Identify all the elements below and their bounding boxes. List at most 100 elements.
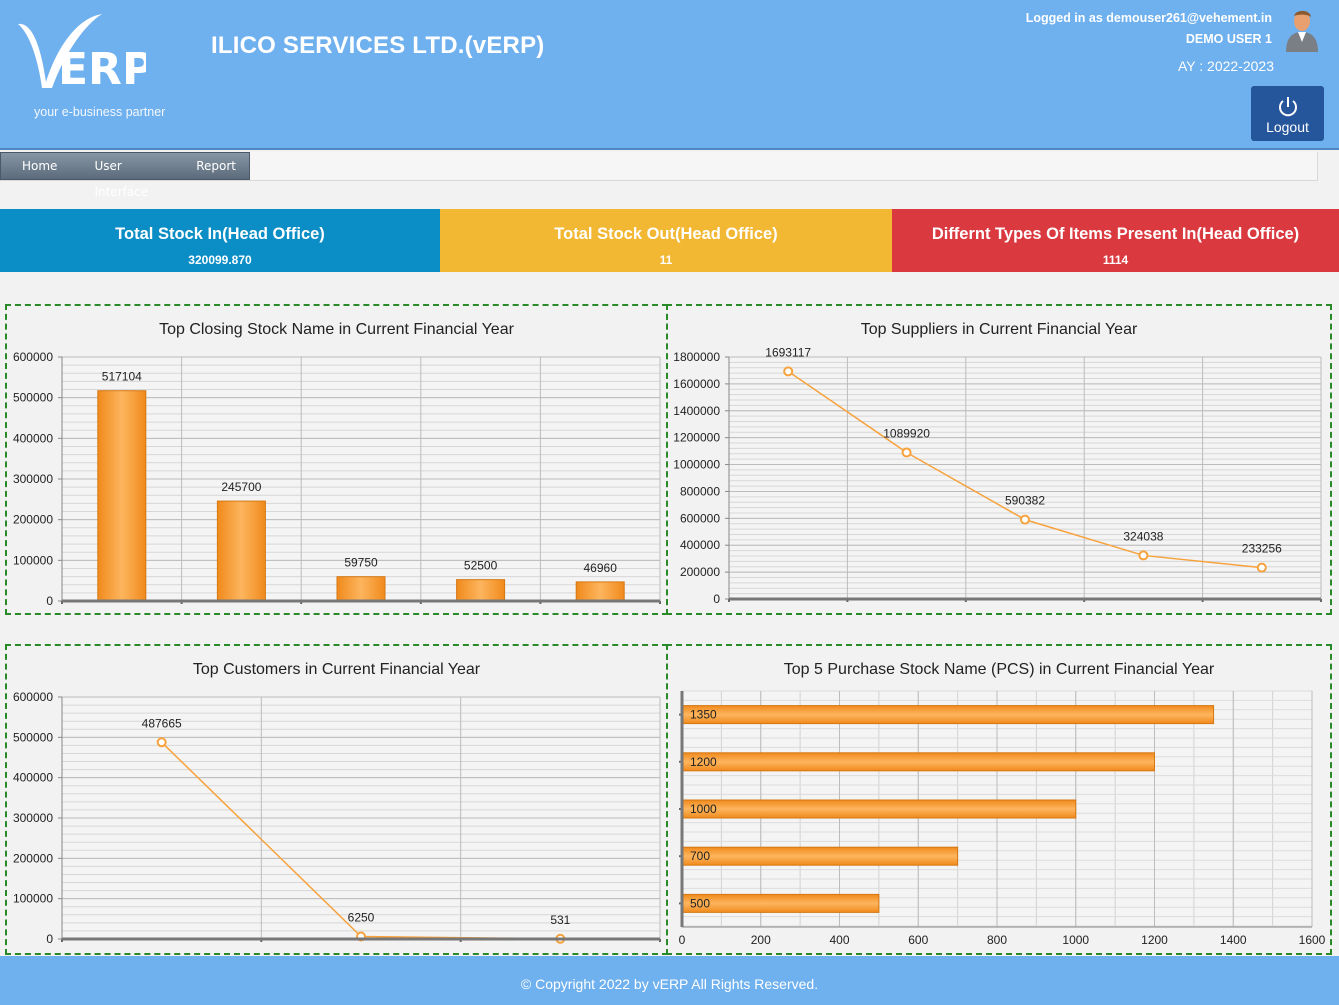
data-label: 6250 <box>348 910 375 924</box>
academic-year: AY : 2022-2023 <box>1177 58 1274 74</box>
data-label: 500 <box>690 896 710 910</box>
y-tick-label: 500000 <box>13 391 53 405</box>
data-label: 517104 <box>102 370 142 384</box>
bar <box>216 500 266 602</box>
power-icon <box>1278 97 1297 117</box>
chart-title: Top Suppliers in Current Financial Year <box>860 321 1138 338</box>
verp-logo[interactable]: ERP your e-business partner <box>16 10 176 119</box>
stat-label: Total Stock Out(Head Office) <box>554 225 778 243</box>
data-label: 1350 <box>690 708 717 722</box>
data-point <box>1138 550 1149 561</box>
x-tick-label: 800 <box>987 933 1007 947</box>
logout-button[interactable]: Logout <box>1251 86 1324 141</box>
stat-value: 320099.870 <box>188 253 252 267</box>
y-tick-label: 100000 <box>13 892 53 906</box>
y-tick-label: 400000 <box>13 431 53 445</box>
y-tick-label: 800000 <box>680 484 720 498</box>
data-label: 245700 <box>221 480 261 494</box>
chart-title: Top Customers in Current Financial Year <box>192 661 481 678</box>
bar <box>97 390 147 602</box>
logout-label: Logout <box>1266 119 1309 135</box>
menu-home[interactable]: Home <box>22 159 58 173</box>
bar <box>681 799 1077 819</box>
footer: © Copyright 2022 by vERP All Rights Rese… <box>0 956 1339 1005</box>
data-label: 700 <box>690 849 710 863</box>
data-label: 487665 <box>142 716 182 730</box>
data-label: 52500 <box>464 559 498 573</box>
y-tick-label: 200000 <box>680 565 720 579</box>
svg-text:ERP: ERP <box>58 44 146 95</box>
data-label: 59750 <box>344 556 378 570</box>
logged-in-text: Logged in as demouser261@vehement.in <box>1025 11 1272 25</box>
user-info: Logged in as demouser261@vehement.in DEM… <box>1026 8 1272 50</box>
y-tick-label: 1200000 <box>673 431 720 445</box>
user-name: DEMO USER 1 <box>1185 32 1272 46</box>
y-tick-label: 1800000 <box>673 350 720 364</box>
bar <box>456 579 506 602</box>
user-avatar-icon <box>1284 8 1320 52</box>
customers-chart-panel: Top Customers in Current Financial Year … <box>5 644 668 955</box>
company-name: ILICO SERVICES LTD.(vERP) <box>211 32 545 59</box>
y-tick-label: 0 <box>46 594 53 608</box>
bar <box>575 581 625 602</box>
data-point <box>1256 562 1267 573</box>
bar <box>336 576 386 602</box>
bar <box>681 705 1215 725</box>
data-label: 531 <box>550 913 570 927</box>
data-label: 1000 <box>690 802 717 816</box>
data-label: 590382 <box>1005 494 1045 508</box>
data-label: 46960 <box>584 561 618 575</box>
menubar: Home User Interface Report <box>0 152 1318 199</box>
bar <box>681 752 1155 772</box>
y-tick-label: 400000 <box>680 538 720 552</box>
copyright-text: © Copyright 2022 by vERP All Rights Rese… <box>520 976 819 992</box>
data-label: 1200 <box>690 755 717 769</box>
data-label: 324038 <box>1123 529 1163 543</box>
y-tick-label: 100000 <box>13 553 53 567</box>
plot-area <box>729 357 1321 599</box>
stat-total-stock-out[interactable]: Total Stock Out(Head Office) 11 <box>440 209 892 272</box>
bar <box>681 846 959 866</box>
y-tick-label: 600000 <box>13 690 53 704</box>
menu-user-interface[interactable]: User Interface <box>94 159 149 199</box>
stat-total-stock-in[interactable]: Total Stock In(Head Office) 320099.870 <box>0 209 440 272</box>
y-tick-label: 1400000 <box>673 404 720 418</box>
y-tick-label: 400000 <box>13 771 53 785</box>
stat-value: 11 <box>659 253 673 267</box>
y-tick-label: 300000 <box>13 472 53 486</box>
x-tick-label: 400 <box>829 933 849 947</box>
y-tick-label: 300000 <box>13 811 53 825</box>
y-tick-label: 1000000 <box>673 458 720 472</box>
y-tick-label: 200000 <box>13 513 53 527</box>
data-point <box>783 366 794 377</box>
purchase-stock-chart-panel: Top 5 Purchase Stock Name (PCS) in Curre… <box>666 644 1332 955</box>
suppliers-chart-panel: Top Suppliers in Current Financial Year … <box>666 304 1332 615</box>
data-point <box>1020 514 1030 525</box>
bar <box>681 893 880 913</box>
x-tick-label: 1400 <box>1220 933 1247 947</box>
data-point <box>156 737 167 748</box>
x-tick-label: 600 <box>908 933 928 947</box>
stat-label: Total Stock In(Head Office) <box>115 225 325 243</box>
chart-title: Top Closing Stock Name in Current Financ… <box>159 321 514 338</box>
menu-report[interactable]: Report <box>196 159 236 173</box>
x-tick-label: 0 <box>679 933 686 947</box>
stat-label: Differnt Types Of Items Present In(Head … <box>931 225 1300 243</box>
x-tick-label: 1600 <box>1299 933 1326 947</box>
y-tick-label: 600000 <box>13 350 53 364</box>
data-label: 1089920 <box>883 426 930 440</box>
purchase-stock-chart: 0 200 400 600 800 1000 1200 1400 1600 1350 1200 100… <box>679 690 1326 947</box>
y-tick-label: 1600000 <box>673 377 720 391</box>
closing-stock-chart-panel: Top Closing Stock Name in Current Financ… <box>5 304 668 615</box>
header: ERP your e-business partner ILICO SERVIC… <box>0 0 1339 150</box>
data-label: 1693117 <box>765 345 811 359</box>
y-tick-label: 0 <box>46 932 53 946</box>
tagline: your e-business partner <box>34 105 166 119</box>
stat-item-types[interactable]: Differnt Types Of Items Present In(Head … <box>892 209 1339 272</box>
x-tick-label: 1000 <box>1062 933 1089 947</box>
y-tick-label: 500000 <box>13 730 53 744</box>
data-point <box>901 447 912 458</box>
y-tick-label: 200000 <box>13 851 53 865</box>
y-tick-label: 600000 <box>680 511 720 525</box>
customers-chart: 0 100000 200000 300000 400000 500000 600000 487… <box>13 690 661 946</box>
